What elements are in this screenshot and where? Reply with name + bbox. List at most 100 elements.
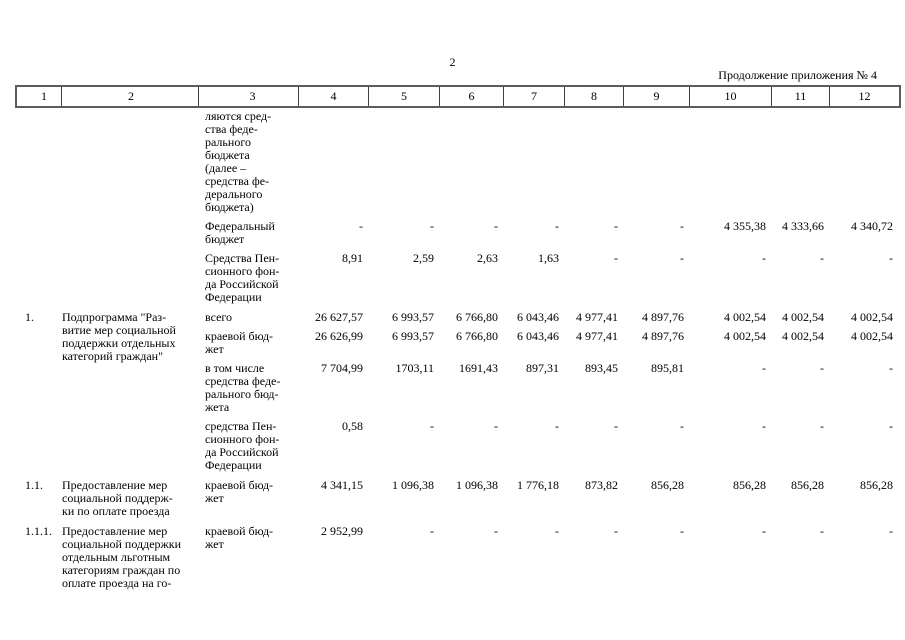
value-cell-col-12: 4 002,54 — [851, 329, 893, 343]
value-cell-col-6: 1691,43 — [459, 361, 498, 375]
table-body: ляются сред- ства феде- рального бюджета… — [15, 110, 897, 597]
table-row: краевой бюд- жет 26 626,99 6 993,57 6 766,8… — [197, 330, 897, 356]
value-cell-col-11: 4 002,54 — [782, 310, 824, 324]
row-title: Предоставление мер социальной поддержки … — [62, 524, 182, 590]
value-cell-col-9: 856,28 — [651, 478, 684, 492]
continuation-note: Продолжение приложения № 4 — [718, 68, 877, 82]
budget-source-label: Федеральный бюджет — [205, 219, 275, 246]
value-cell-col-6: - — [494, 524, 498, 538]
value-cell-col-4: 8,91 — [342, 251, 363, 265]
value-cell-col-4: 2 952,99 — [321, 524, 363, 538]
value-cell-col-4: 26 627,57 — [315, 310, 363, 324]
value-cell-col-5: 6 993,57 — [392, 329, 434, 343]
value-cell-col-12: - — [889, 524, 893, 538]
value-cell-col-5: 1 096,38 — [392, 478, 434, 492]
value-cell-col-8: 4 977,41 — [576, 310, 618, 324]
budget-source-label: краевой бюд- жет — [205, 478, 274, 505]
value-cell-col-12: 4 002,54 — [851, 310, 893, 324]
row-title: Предоставление мер социальной поддерж- к… — [62, 478, 173, 518]
value-cell-col-12: 856,28 — [860, 478, 893, 492]
row-number: 1. — [25, 310, 34, 324]
value-cell-col-8: - — [614, 251, 618, 265]
value-cell-col-5: 6 993,57 — [392, 310, 434, 324]
header-col-9: 9 — [624, 87, 690, 106]
header-col-4: 4 — [299, 87, 369, 106]
value-cell-col-10: 4 355,38 — [724, 219, 766, 233]
header-col-3: 3 — [199, 87, 299, 106]
table-row: средства Пен- сионного фон- да Российско… — [197, 420, 897, 472]
value-cell-col-9: - — [680, 219, 684, 233]
table-header-row: 1 2 3 4 5 6 7 8 9 10 11 12 — [15, 85, 901, 108]
budget-source-label: ляются сред- ства феде- рального бюджета… — [205, 109, 272, 214]
value-cell-col-11: - — [820, 361, 824, 375]
value-cell-col-12: - — [889, 419, 893, 433]
value-cell-col-7: - — [555, 419, 559, 433]
value-cell-col-5: - — [430, 524, 434, 538]
table-row-group: ляются сред- ства феде- рального бюджета… — [15, 110, 897, 304]
value-cell-col-8: 873,82 — [585, 478, 618, 492]
value-cell-col-5: - — [430, 219, 434, 233]
value-cell-col-10: - — [762, 361, 766, 375]
header-col-1: 1 — [17, 87, 62, 106]
value-cell-col-7: 897,31 — [526, 361, 559, 375]
value-cell-col-7: - — [555, 219, 559, 233]
budget-source-label: краевой бюд- жет — [205, 329, 274, 356]
value-cell-col-8: - — [614, 219, 618, 233]
value-cell-col-4: 26 626,99 — [315, 329, 363, 343]
value-cell-col-5: 1703,11 — [395, 361, 434, 375]
value-cell-col-7: 6 043,46 — [517, 329, 559, 343]
value-cell-col-4: 0,58 — [342, 419, 363, 433]
value-cell-col-11: - — [820, 251, 824, 265]
row-entries: всего 26 627,57 6 993,57 6 766,80 6 043,46 4 … — [197, 311, 897, 472]
value-cell-col-8: 893,45 — [585, 361, 618, 375]
value-cell-col-9: - — [680, 419, 684, 433]
value-cell-col-7: 1,63 — [538, 251, 559, 265]
value-cell-col-8: 4 977,41 — [576, 329, 618, 343]
row-entries: краевой бюд- жет 2 952,99 - - - - - - - - — [197, 525, 897, 551]
value-cell-col-9: - — [680, 524, 684, 538]
budget-source-label: всего — [205, 310, 233, 324]
value-cell-col-9: 4 897,76 — [642, 329, 684, 343]
value-cell-col-8: - — [614, 524, 618, 538]
value-cell-col-9: 895,81 — [651, 361, 684, 375]
budget-source-label: в том числе средства феде- рального бюд-… — [205, 361, 281, 414]
value-cell-col-6: - — [494, 419, 498, 433]
value-cell-col-7: - — [555, 524, 559, 538]
value-cell-col-12: - — [889, 361, 893, 375]
value-cell-col-11: 856,28 — [791, 478, 824, 492]
table-row: в том числе средства феде- рального бюд-… — [197, 362, 897, 414]
row-number: 1.1. — [25, 478, 43, 492]
table-row: ляются сред- ства феде- рального бюджета… — [197, 110, 897, 214]
table-row: всего 26 627,57 6 993,57 6 766,80 6 043,46 4 … — [197, 311, 897, 324]
header-col-8: 8 — [565, 87, 624, 106]
value-cell-col-10: 4 002,54 — [724, 329, 766, 343]
value-cell-col-10: - — [762, 419, 766, 433]
value-cell-col-10: - — [762, 251, 766, 265]
header-col-11: 11 — [772, 87, 830, 106]
value-cell-col-11: 4 002,54 — [782, 329, 824, 343]
table-row: Федеральный бюджет - - - - - - 4 355,38 4 333,66… — [197, 220, 897, 246]
row-title: Подпрограмма "Раз- витие мер социальной … — [62, 310, 176, 363]
header-col-7: 7 — [504, 87, 565, 106]
row-number: 1.1.1. — [25, 524, 52, 538]
row-entries: ляются сред- ства феде- рального бюджета… — [197, 110, 897, 304]
header-col-6: 6 — [440, 87, 504, 106]
value-cell-col-12: - — [889, 251, 893, 265]
value-cell-col-6: - — [494, 219, 498, 233]
value-cell-col-10: 856,28 — [733, 478, 766, 492]
value-cell-col-6: 1 096,38 — [456, 478, 498, 492]
value-cell-col-11: 4 333,66 — [782, 219, 824, 233]
page-number: 2 — [449, 55, 456, 69]
header-col-2: 2 — [62, 87, 199, 106]
budget-source-label: краевой бюд- жет — [205, 524, 274, 551]
value-cell-col-9: - — [680, 251, 684, 265]
table-row-group: 1.1. Предоставление мер социальной поддер… — [15, 479, 897, 518]
header-col-10: 10 — [690, 87, 772, 106]
value-cell-col-12: 4 340,72 — [851, 219, 893, 233]
table-row-group: 1.1.1. Предоставление мер социальной подд… — [15, 525, 897, 590]
value-cell-col-10: - — [762, 524, 766, 538]
table-row: Средства Пен- сионного фон- да Российско… — [197, 252, 897, 304]
value-cell-col-7: 1 776,18 — [517, 478, 559, 492]
value-cell-col-4: 4 341,15 — [321, 478, 363, 492]
